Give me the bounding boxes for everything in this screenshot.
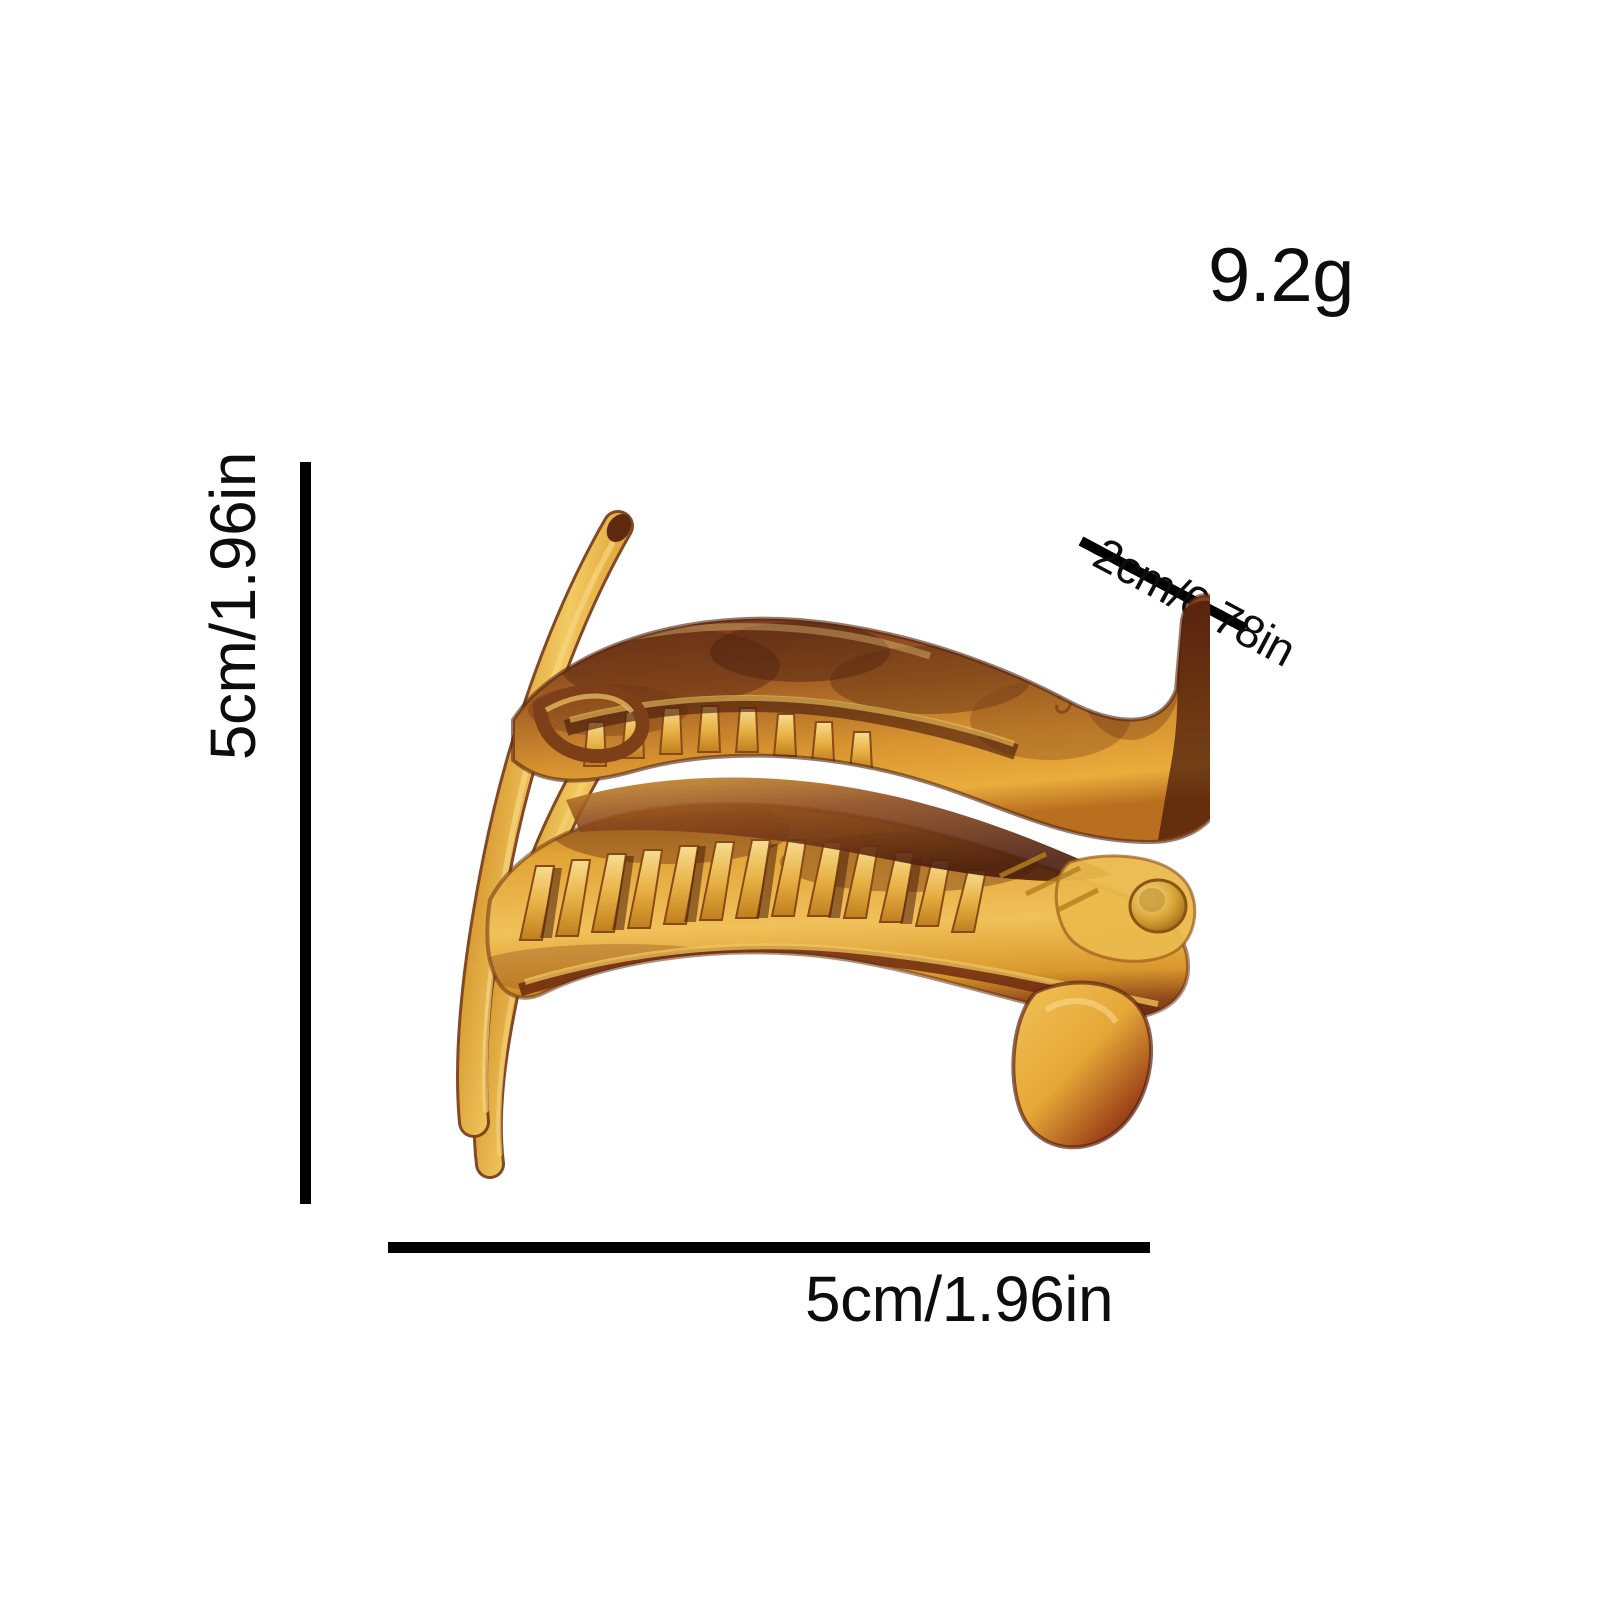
height-ruler-dashed-line xyxy=(300,462,311,1204)
hair-claw-clip-image xyxy=(370,470,1210,1210)
clip-mouth-shadow xyxy=(566,777,1112,881)
clip-tail-lobe xyxy=(1011,980,1154,1150)
width-ruler-dashed-line xyxy=(388,1242,1150,1253)
height-label: 5cm/1.96in xyxy=(197,452,269,761)
clip-front-loop xyxy=(532,683,650,764)
width-label: 5cm/1.96in xyxy=(805,1263,1114,1335)
clip-hinge xyxy=(998,851,1197,963)
lower-teeth xyxy=(518,839,988,941)
weight-label: 9.2g xyxy=(1208,233,1354,318)
